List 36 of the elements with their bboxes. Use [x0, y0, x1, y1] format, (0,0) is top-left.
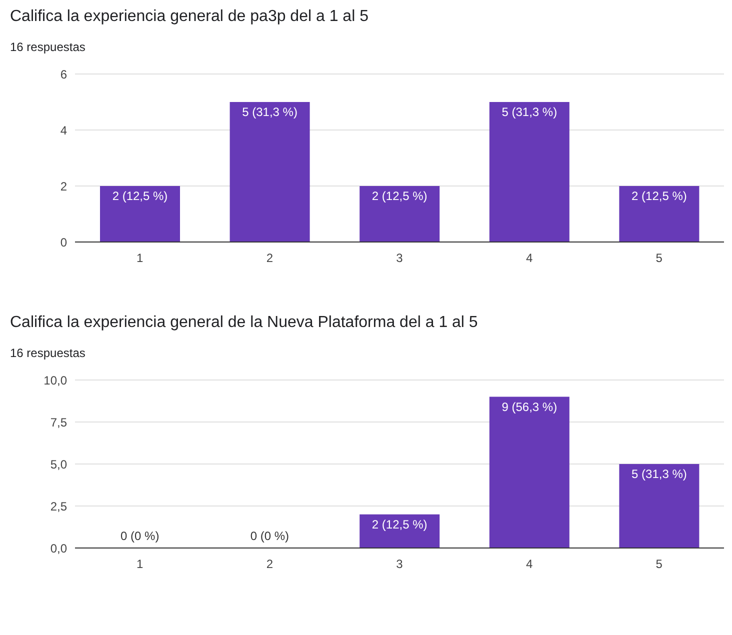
- data-label: 5 (31,3 %): [242, 105, 298, 119]
- y-tick-label: 2,5: [50, 499, 68, 514]
- x-tick-label: 4: [526, 251, 533, 265]
- data-label: 2 (12,5 %): [372, 189, 428, 203]
- x-tick-label: 5: [656, 557, 663, 571]
- data-label: 9 (56,3 %): [502, 400, 558, 414]
- data-label: 2 (12,5 %): [112, 189, 168, 203]
- bar: [489, 396, 570, 548]
- chart-title: Califica la experiencia general de la Nueva Plataforma del a 1 al 5: [10, 314, 479, 332]
- data-label: 5 (31,3 %): [632, 467, 687, 481]
- y-tick-label: 0,0: [50, 541, 68, 556]
- data-label: 5 (31,3 %): [502, 105, 558, 119]
- bar: [619, 464, 700, 548]
- chart-title: Califica la experiencia general de pa3p del a 1 al 5: [10, 8, 370, 26]
- y-tick-label: 10,0: [44, 373, 68, 388]
- chart-subtitle: 16 respuestas: [10, 40, 86, 54]
- y-tick-label: 5,0: [50, 457, 68, 472]
- x-tick-label: 2: [266, 557, 274, 571]
- y-tick-label: 7,5: [50, 415, 68, 430]
- x-tick-label: 1: [136, 251, 144, 265]
- y-tick-label: 4: [60, 123, 68, 138]
- data-label: 0 (0 %): [250, 529, 290, 543]
- bar: [360, 514, 440, 548]
- x-tick-label: 3: [396, 557, 404, 571]
- data-label: 0 (0 %): [120, 529, 160, 543]
- x-tick-label: 5: [656, 251, 663, 265]
- x-tick-label: 4: [526, 557, 533, 571]
- chart-subtitle: 16 respuestas: [10, 346, 86, 360]
- data-label: 2 (12,5 %): [372, 517, 428, 532]
- y-tick-label: 6: [60, 67, 68, 82]
- data-label: 2 (12,5 %): [632, 189, 687, 203]
- x-tick-label: 2: [266, 251, 274, 265]
- y-tick-label: 0: [60, 235, 68, 250]
- x-tick-label: 1: [136, 557, 144, 571]
- y-tick-label: 2: [60, 179, 68, 194]
- x-tick-label: 3: [396, 251, 404, 265]
